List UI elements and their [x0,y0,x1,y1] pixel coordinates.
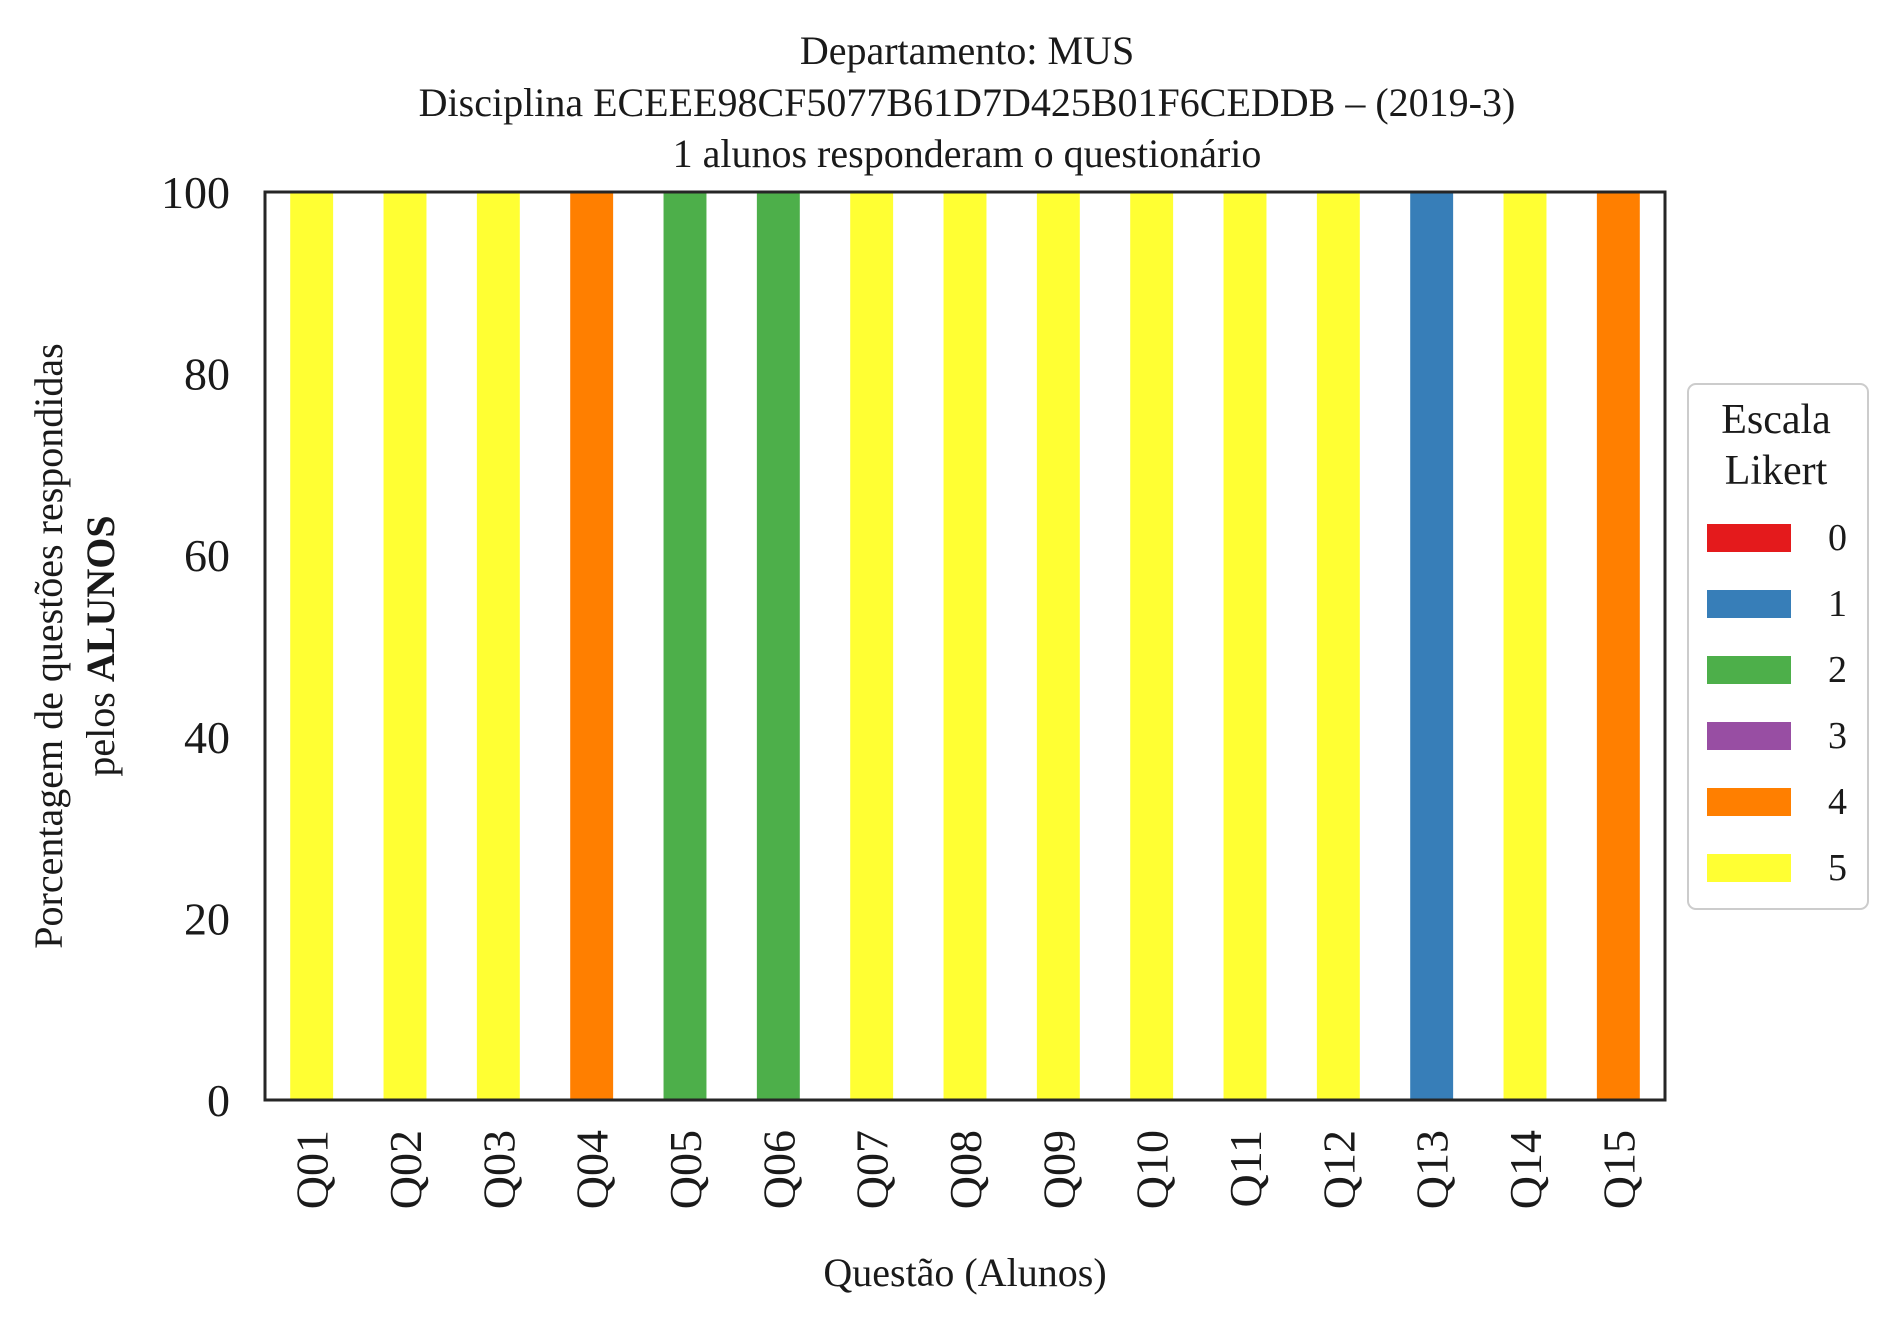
x-tick-label: Q05 [660,1130,711,1209]
x-tick-label: Q01 [287,1130,338,1209]
bar-Q05-likert-2 [663,192,707,1100]
title-line-3: 1 alunos responderam o questionário [673,131,1262,176]
legend-label-0: 0 [1828,517,1847,559]
x-tick-label: Q04 [567,1130,618,1209]
legend-swatch-0 [1707,524,1791,552]
x-tick-label: Q03 [473,1130,524,1209]
bar-Q15-likert-4 [1596,192,1640,1100]
y-tick-label: 20 [184,893,230,944]
bar-Q01-likert-5 [290,192,334,1100]
bar-Q06-likert-2 [756,192,800,1100]
legend-swatch-4 [1707,788,1791,816]
y-tick-label: 40 [184,712,230,763]
legend-box [1687,383,1869,910]
y-axis-label: Porcentagem de questões respondidas pelo… [26,343,123,948]
x-tick-label: Q02 [380,1130,431,1209]
y-axis-label-prefix: pelos [78,682,123,776]
y-axis-label-bold: ALUNOS [78,515,123,682]
legend: Escala Likert 0 1 2 3 4 5 [1687,383,1869,910]
x-tick-label: Q07 [847,1130,898,1209]
bar-Q10-likert-5 [1130,192,1174,1100]
y-tick-label: 100 [161,167,230,218]
bar-Q02-likert-5 [383,192,427,1100]
x-tick-label: Q10 [1127,1130,1178,1209]
title-line-1: Departamento: MUS [800,28,1134,73]
plot-frame [263,190,1667,1102]
y-tick-label: 0 [207,1075,230,1126]
x-tick-label: Q08 [940,1130,991,1209]
y-axis-label-line-2: pelos ALUNOS [78,515,123,776]
y-axis-label-line-1: Porcentagem de questões respondidas [26,343,71,948]
y-tick-label: 60 [184,530,230,581]
legend-title-line-2: Likert [1725,448,1828,494]
y-axis-ticks: 0 20 40 60 80 100 [161,167,230,1126]
x-tick-label: Q06 [753,1130,804,1209]
chart-title: Departamento: MUS Disciplina ECEEE98CF50… [419,28,1516,176]
legend-title-line-1: Escala [1721,397,1831,443]
bar-Q09-likert-5 [1036,192,1080,1100]
legend-label-3: 3 [1828,715,1847,757]
x-tick-label: Q12 [1313,1130,1364,1209]
legend-label-5: 5 [1828,847,1847,889]
x-tick-label: Q09 [1033,1130,1084,1209]
bar-Q12-likert-5 [1316,192,1360,1100]
legend-items: 0 1 2 3 4 5 [1707,517,1847,889]
legend-label-4: 4 [1828,781,1847,823]
x-axis-label: Questão (Alunos) [823,1250,1106,1295]
bars-layer [290,192,1640,1100]
bar-Q13-likert-1 [1410,192,1454,1100]
legend-swatch-2 [1707,656,1791,684]
legend-label-1: 1 [1828,583,1847,625]
legend-label-2: 2 [1828,649,1847,691]
legend-swatch-1 [1707,590,1791,618]
legend-swatch-3 [1707,722,1791,750]
bar-Q11-likert-5 [1223,192,1267,1100]
y-tick-label: 80 [184,349,230,400]
bar-Q14-likert-5 [1503,192,1547,1100]
x-tick-label: Q15 [1593,1130,1644,1209]
x-axis-ticks: Q01 Q02 Q03 Q04 Q05 Q06 Q07 Q08 Q09 Q10 Q11 Q12 Q13 Q… [287,1130,1645,1209]
bar-Q04-likert-4 [570,192,614,1100]
title-line-2: Disciplina ECEEE98CF5077B61D7D425B01F6CE… [419,80,1516,125]
x-tick-label: Q13 [1407,1130,1458,1209]
x-tick-label: Q11 [1220,1130,1271,1208]
bar-Q08-likert-5 [943,192,987,1100]
legend-swatch-5 [1707,854,1791,882]
x-tick-label: Q14 [1500,1130,1551,1209]
bar-Q03-likert-5 [476,192,520,1100]
bar-Q07-likert-5 [850,192,894,1100]
